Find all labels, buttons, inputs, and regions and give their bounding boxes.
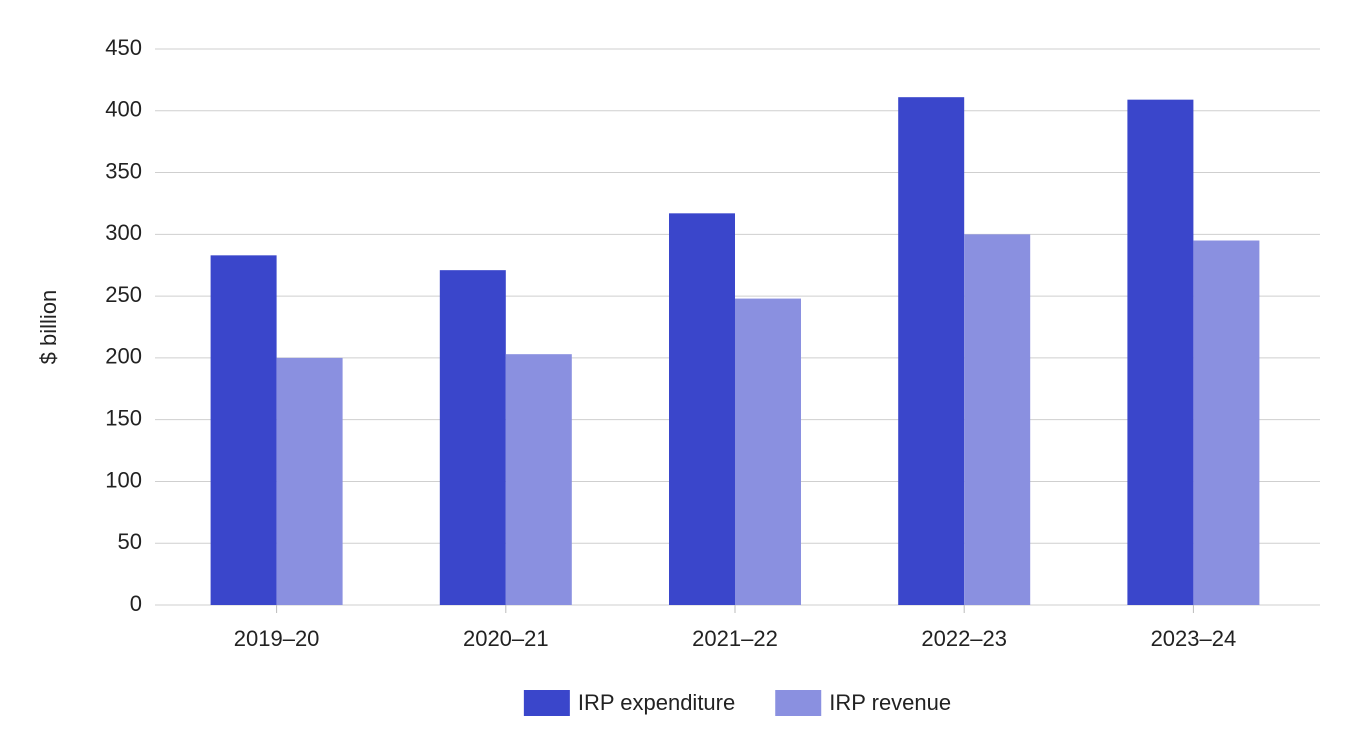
bar <box>505 354 572 605</box>
legend-item: IRP expenditure <box>523 690 735 716</box>
legend-item: IRP revenue <box>775 690 951 716</box>
bar <box>735 298 801 605</box>
y-tick-label: 0 <box>130 591 142 616</box>
x-tick-label: 2023–24 <box>1151 626 1237 651</box>
bar <box>210 255 277 606</box>
y-tick-label: 350 <box>105 158 142 183</box>
x-tick-label: 2021–22 <box>692 626 778 651</box>
legend-swatch <box>523 690 570 716</box>
y-tick-label: 450 <box>105 35 142 60</box>
y-tick-label: 50 <box>118 529 142 554</box>
x-tick-label: 2020–21 <box>463 626 549 651</box>
y-tick-label: 300 <box>105 220 142 245</box>
legend-label: IRP revenue <box>829 690 951 715</box>
legend-swatch <box>775 690 822 716</box>
y-tick-label: 250 <box>105 282 142 307</box>
y-tick-label: 400 <box>105 97 142 122</box>
bar <box>1127 99 1194 605</box>
bar <box>898 97 965 605</box>
bar <box>439 270 506 605</box>
legend-label: IRP expenditure <box>578 690 735 715</box>
y-axis-label: $ billion <box>36 290 61 365</box>
bar <box>1193 240 1260 605</box>
bar <box>669 213 735 605</box>
y-tick-label: 100 <box>105 467 142 492</box>
x-tick-label: 2022–23 <box>921 626 1007 651</box>
x-tick-label: 2019–20 <box>234 626 320 651</box>
bar <box>964 234 1031 606</box>
y-tick-label: 150 <box>105 405 142 430</box>
y-tick-label: 200 <box>105 344 142 369</box>
bar <box>276 357 343 605</box>
